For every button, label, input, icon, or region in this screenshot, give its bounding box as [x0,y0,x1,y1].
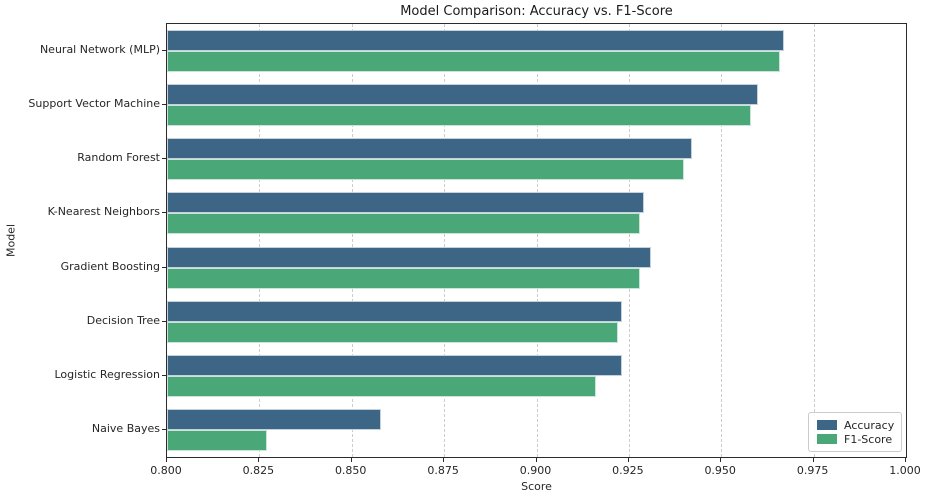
bar-f1-score [167,321,618,343]
y-axis-label: Model [4,223,18,258]
y-tick-label: Decision Tree [86,313,160,327]
legend-entry-accuracy: Accuracy [817,418,895,432]
plot-area [166,23,907,458]
legend-label-f1score: F1-Score [844,432,893,446]
x-tick-mark [905,458,906,462]
y-tick-mark [162,266,166,268]
bar-accuracy [167,354,622,376]
bar-f1-score [167,105,751,127]
x-tick-label: 0.800 [150,464,182,477]
legend: Accuracy F1-Score [808,412,902,452]
bar-accuracy [167,408,382,430]
x-tick-label: 1.000 [889,464,921,477]
y-tick-label: Gradient Boosting [60,259,160,273]
x-tick-mark [166,458,167,462]
x-tick-mark [720,458,722,462]
gridline [813,24,815,457]
x-tick-mark [535,458,537,462]
y-tick-mark [162,428,166,430]
bar-accuracy [167,30,785,52]
gridline [444,24,446,457]
accuracy-swatch-icon [817,420,837,430]
y-tick-label: Neural Network (MLP) [39,43,160,57]
x-tick-mark [350,458,352,462]
bar-f1-score [167,213,640,235]
y-tick-mark [162,158,166,160]
legend-label-accuracy: Accuracy [844,418,895,432]
bar-accuracy [167,246,651,268]
y-tick-mark [162,320,166,322]
gridline [721,24,723,457]
x-tick-label: 0.900 [519,464,552,477]
y-tick-label: Support Vector Machine [28,97,160,111]
bar-f1-score [167,51,781,73]
x-tick-label: 0.850 [334,464,367,477]
bar-accuracy [167,138,692,160]
bar-f1-score [167,375,596,397]
x-tick-mark [443,458,445,462]
x-tick-label: 0.925 [612,464,644,477]
bar-f1-score [167,159,685,181]
x-tick-label: 0.875 [427,464,459,477]
y-tick-mark [162,212,166,214]
y-tick-mark [162,374,166,376]
legend-entry-f1score: F1-Score [817,432,893,446]
y-tick-mark [162,50,166,52]
bar-accuracy [167,84,759,106]
x-tick-label: 0.950 [704,464,736,477]
chart-title: Model Comparison: Accuracy vs. F1-Score [400,4,673,19]
bar-f1-score [167,429,267,451]
x-tick-label: 0.975 [796,464,829,477]
gridline [536,24,538,457]
f1score-swatch-icon [817,434,837,444]
y-tick-label: Naive Bayes [91,421,160,435]
x-tick-mark [627,458,629,462]
y-tick-label: Random Forest [77,151,160,165]
gridline [351,24,353,457]
x-tick-label: 0.825 [242,464,275,477]
y-tick-label: K-Nearest Neighbors [47,205,160,219]
x-tick-mark [258,458,260,462]
bar-f1-score [167,267,640,289]
x-axis-label: Score [521,480,552,493]
gridline [259,24,261,457]
gridline [628,24,630,457]
bar-accuracy [167,300,622,322]
y-tick-label: Logistic Regression [54,367,160,381]
x-tick-mark [812,458,814,462]
bar-accuracy [167,192,644,214]
y-tick-mark [162,104,166,106]
